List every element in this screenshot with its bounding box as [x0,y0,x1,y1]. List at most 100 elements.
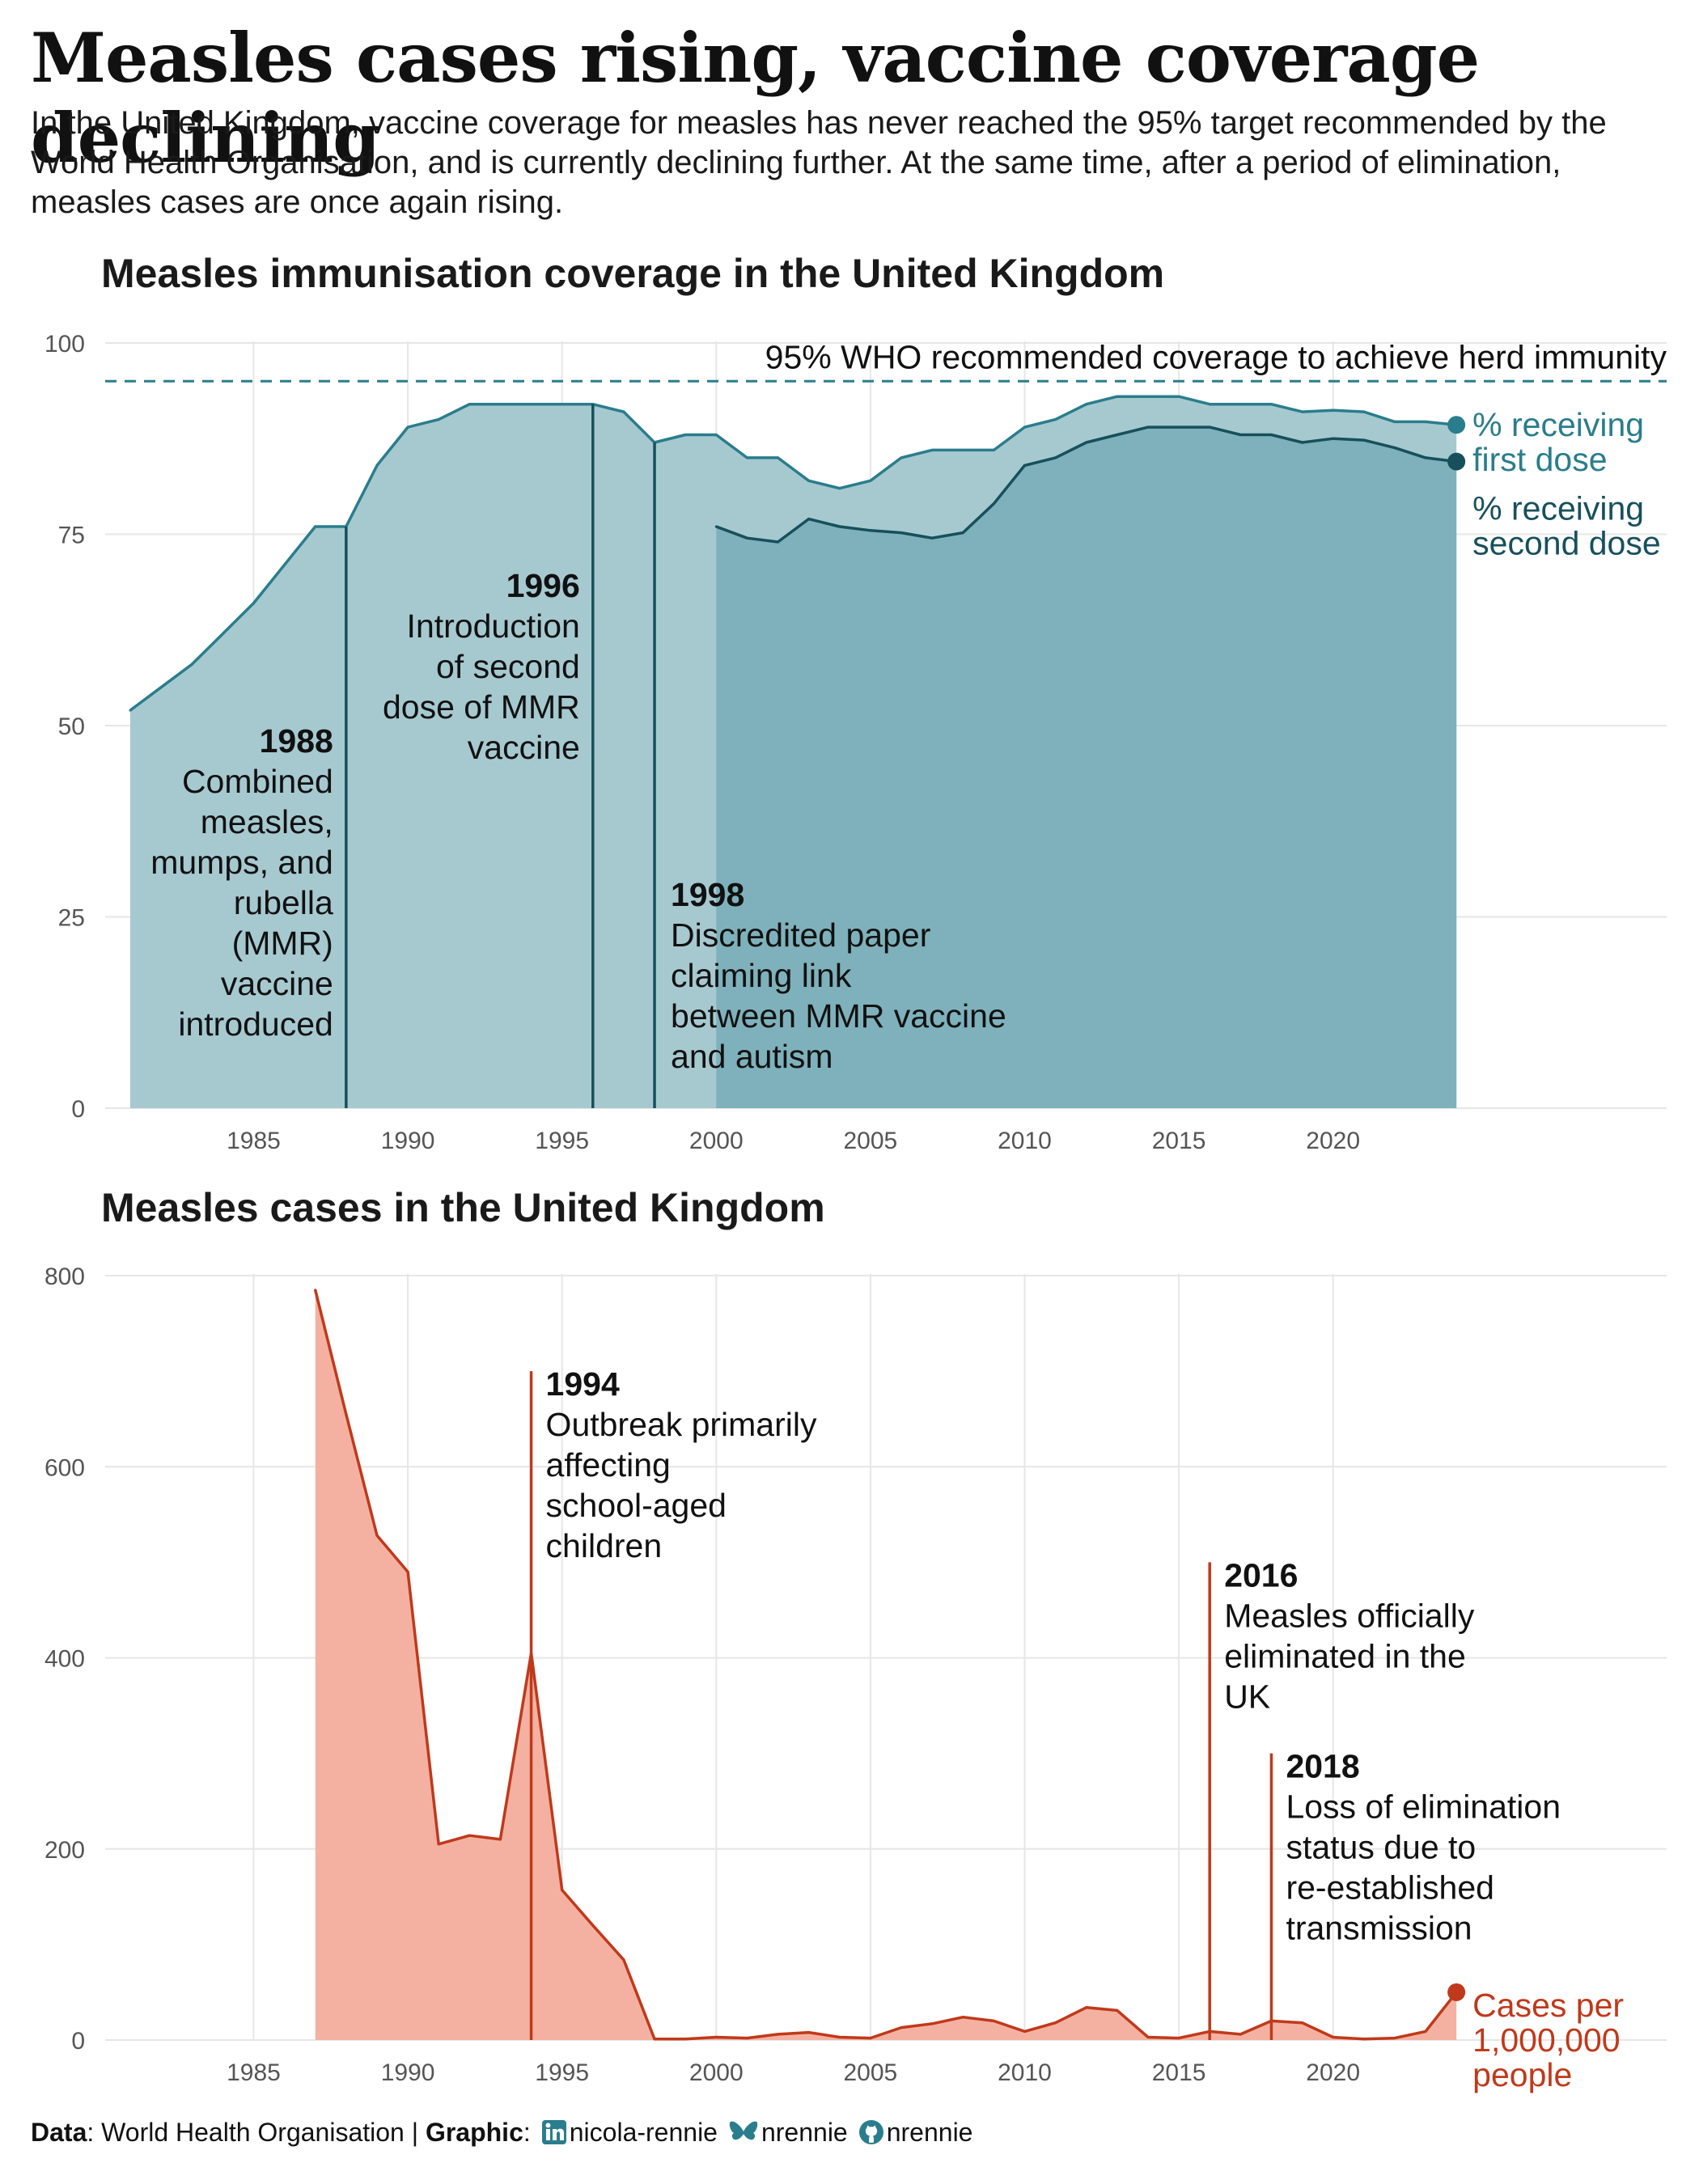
footer-linkedin-handle[interactable]: nicola-rennie [569,2118,718,2147]
second-dose-point [1269,434,1273,437]
first-dose-point [992,448,995,451]
cases-end-point [1447,1983,1466,2001]
coverage-x-tick: 2005 [844,1128,898,1154]
first-dose-point [1208,403,1211,406]
annotation-1996-text: of second [436,648,580,685]
first-dose-end-point [1447,416,1466,434]
cases-point [838,2035,841,2038]
cases-legend: people [1472,2056,1572,2093]
annotation-2018-text: re-established [1286,1869,1494,1907]
coverage-x-tick: 2000 [689,1128,744,1154]
cases-x-tick: 1985 [227,2059,281,2086]
coverage-x-tick: 1990 [381,1128,435,1154]
first-dose-point [745,456,748,459]
second-dose-point [1116,434,1119,437]
annotation-1998-text: Discredited paper [671,916,930,954]
second-dose-point [1085,441,1088,444]
cases-x-tick: 1995 [535,2059,589,2086]
first-dose-point [314,525,317,528]
annotation-2016-text: eliminated in the [1224,1637,1466,1674]
annotation-1994-text: affecting [546,1446,671,1484]
cases-point [1424,2030,1427,2033]
cases-y-tick: 0 [71,2028,85,2055]
annotation-1988-text: measles, [201,803,333,840]
second-dose-area [716,427,1457,1108]
second-dose-point [1177,425,1180,429]
first-dose-point [1146,395,1150,398]
cases-point [1023,2030,1026,2033]
cases-point [1332,2035,1335,2038]
footer-github-handle[interactable]: nrennie [886,2118,973,2147]
second-dose-point [900,531,903,535]
annotation-1998-year: 1998 [671,876,744,913]
cases-x-tick: 2015 [1152,2059,1206,2086]
first-dose-legend: % receiving [1472,406,1644,443]
cases-y-tick: 800 [44,1263,85,1290]
first-dose-point [1362,410,1366,413]
coverage-y-tick: 25 [58,905,85,932]
annotation-2018-year: 2018 [1286,1748,1359,1785]
cases-chart: Measles cases in the United Kingdom 1985 1… [44,1185,1667,2093]
first-dose-point [159,686,163,689]
first-dose-point [1054,418,1057,421]
cases-area [315,1289,1457,2040]
second-dose-point [714,525,718,528]
second-dose-point [1023,463,1026,467]
annotation-1996-year: 1996 [506,567,580,604]
first-dose-point [622,410,625,413]
cases-point [468,1834,471,1837]
second-dose-point [777,540,780,544]
second-dose-point [1362,438,1366,442]
first-dose-point [530,403,533,406]
footer-bluesky-handle[interactable]: nrennie [761,2118,848,2147]
cases-point [437,1843,440,1846]
second-dose-point [930,536,934,540]
annotation-2016-text: Measles officially [1224,1597,1475,1634]
coverage-y-tick: 75 [58,523,85,549]
cases-point [961,2016,964,2019]
second-dose-point [1239,434,1242,437]
second-dose-point [1424,456,1427,459]
charts: Measles immunisation coverage in the Uni… [44,251,1667,2093]
second-dose-point [838,525,841,528]
first-dose-point [869,479,872,482]
footer: Data: World Health Organisation | Graphi… [31,2118,973,2147]
cases-point [745,2037,748,2040]
second-dose-point [1332,437,1335,440]
cases-point [498,1838,502,1841]
cases-x-tick: 2000 [689,2059,744,2086]
cases-y-tick: 400 [44,1646,85,1673]
cases-point [622,1958,625,1962]
cases-x-tick: 2005 [844,2059,898,2086]
cases-point [345,1412,348,1416]
first-dose-point [684,434,687,437]
cases-point [406,1570,409,1573]
first-dose-point [1301,410,1304,413]
first-dose-point [807,479,811,482]
annotation-1988-text: vaccine [221,965,333,1002]
first-dose-point [777,456,780,459]
first-dose-point [1269,403,1273,406]
cases-point [1054,2021,1057,2025]
annotation-1996-text: dose of MMR [383,688,580,726]
second-dose-point [1208,425,1211,429]
coverage-y-tick: 100 [44,331,85,358]
cases-x-tick: 2010 [998,2059,1052,2086]
annotation-1988-text: mumps, and [150,844,333,881]
coverage-y-tick: 0 [71,1096,85,1123]
cases-point [653,2038,656,2041]
footer-data-source: : World Health Organisation | [87,2118,426,2147]
cases-point [807,2031,811,2034]
first-dose-point [283,563,286,566]
first-dose-point [1085,403,1088,406]
first-dose-point [375,463,379,467]
cases-x-tick: 1990 [381,2059,435,2086]
who-target-label: 95% WHO recommended coverage to achieve … [765,338,1667,375]
second-dose-point [992,502,995,506]
second-dose-point [1393,447,1396,450]
cases-point [714,2035,718,2038]
cases-point [314,1289,317,1292]
cases-point [869,2037,872,2040]
first-dose-point [838,487,841,490]
cases-point [1116,2008,1119,2012]
